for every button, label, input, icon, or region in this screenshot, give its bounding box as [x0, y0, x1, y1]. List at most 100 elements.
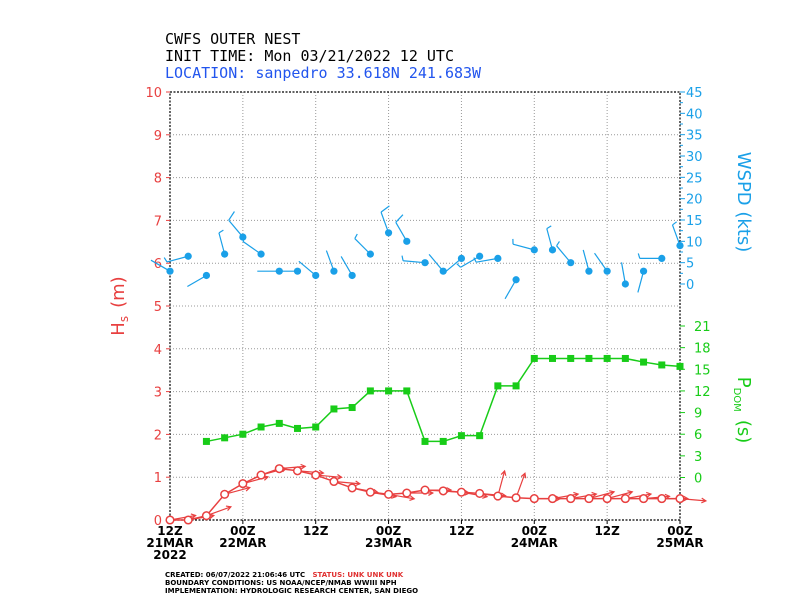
pdom-data-point [476, 432, 484, 440]
wspd-data-point [184, 252, 192, 260]
hs-tick-label: 5 [154, 300, 162, 315]
wspd-data-point [621, 280, 629, 288]
wind-barb-flag [380, 205, 390, 213]
pdom-axis-title-sub: DOM [731, 388, 742, 412]
hs-data-point [657, 494, 667, 504]
wspd-data-point [676, 242, 684, 250]
wspd-data-point [348, 271, 356, 280]
wind-barb-staff [428, 253, 444, 272]
x-tick-label: 00Z [376, 524, 402, 538]
chart-title: CWFS OUTER NEST [165, 30, 301, 48]
pdom-data-point [549, 354, 556, 362]
pdom-tick-label: 0 [694, 472, 702, 487]
wind-barb-staff [620, 262, 626, 285]
pdom-tick-label: 6 [694, 428, 702, 443]
wspd-data-point [239, 233, 247, 241]
pdom-data-point [676, 362, 684, 370]
hs-data-point [274, 464, 284, 474]
wind-barb-half-flag [456, 263, 462, 268]
hs-data-point [456, 487, 466, 497]
x-tick-date: 21MAR [146, 536, 193, 550]
pdom-data-point [385, 387, 393, 395]
hs-arrow-head [520, 472, 527, 479]
hs-arrow-head [244, 485, 251, 492]
wind-barb-staff [395, 221, 408, 242]
hs-arrow-head [300, 463, 307, 470]
wspd-data-point [494, 254, 502, 262]
pdom-axis-title-main: P [733, 377, 754, 388]
wind-barb-staff [354, 238, 371, 255]
x-tick-label: 12Z [594, 524, 620, 538]
hs-data-point [238, 479, 248, 489]
wind-barb-staff [380, 211, 390, 234]
wind-barb-staff [512, 243, 535, 251]
hs-data-point [201, 511, 211, 521]
wspd-data-point [548, 246, 557, 254]
pdom-data-point [403, 387, 411, 395]
wind-barb-half-flag [242, 236, 246, 242]
hs-arrow-head [627, 490, 634, 496]
location-prefix: LOCATION: [165, 64, 256, 82]
hs-arrow-head [646, 491, 653, 498]
hs-data-point [420, 485, 430, 495]
wspd-data-point [366, 250, 374, 258]
pdom-tick-label: 9 [694, 407, 702, 422]
wspd-data-point [567, 259, 575, 267]
pdom-series-line [206, 357, 681, 443]
wind-barb-half-flag [473, 257, 477, 263]
wspd-data-point [202, 271, 211, 280]
hs-data-point [402, 488, 412, 498]
pdom-data-point [221, 434, 229, 442]
wind-barb-staff [218, 232, 226, 255]
location-coords: 33.618N 241.683W [336, 64, 482, 82]
hs-axis-title-unit: (m) [108, 276, 129, 308]
wind-barb-staff [546, 228, 554, 251]
hs-arrow-head [609, 490, 616, 496]
hs-data-point [347, 483, 357, 493]
hs-tick-label: 2 [154, 428, 162, 443]
wspd-data-point [166, 267, 174, 275]
wspd-data-point [384, 229, 393, 237]
implementation-credit: IMPLEMENTATION: HYDROLOGIC RESEARCH CENT… [165, 587, 419, 595]
wspd-data-point [603, 267, 611, 275]
hs-data-point [566, 494, 576, 504]
wind-barb-staff [444, 257, 462, 274]
pdom-axis-title-unit: (s) [733, 420, 754, 443]
x-tick-label: 00Z [230, 524, 256, 538]
wind-barb-half-flag [546, 225, 552, 230]
wspd-data-point [257, 250, 265, 258]
location-line: LOCATION: sanpedro 33.618N 241.683W [165, 65, 481, 82]
wspd-data-point [312, 271, 320, 280]
hs-arrow-head [409, 495, 416, 502]
wspd-data-point [585, 267, 593, 275]
x-tick-label: 12Z [157, 524, 183, 538]
pdom-data-point [512, 382, 520, 390]
wspd-data-point [476, 252, 484, 260]
wspd-tick-label: 5 [686, 257, 694, 272]
hs-data-point [220, 489, 230, 499]
wind-barb-staff [166, 255, 189, 263]
wspd-data-point [457, 254, 466, 262]
pdom-tick-label: 18 [694, 342, 711, 357]
wind-barb-staff [671, 224, 681, 246]
x-tick-date: 22MAR [219, 536, 266, 550]
pdom-data-point [366, 387, 374, 395]
wspd-data-point [221, 250, 229, 258]
wind-barb-staff [403, 260, 426, 264]
pdom-data-point [567, 354, 575, 362]
hs-arrow-head [591, 491, 598, 498]
wind-barb-flag [395, 214, 404, 223]
wspd-data-point [658, 254, 666, 262]
hs-arrow-head [500, 469, 507, 476]
wspd-data-point [403, 237, 411, 245]
wind-barb-half-flag [401, 255, 404, 261]
hs-tick-label: 1 [154, 471, 162, 486]
hs-axis-title: Hs (m) [108, 276, 131, 335]
x-tick-date: 24MAR [511, 536, 558, 550]
pdom-data-point [530, 354, 538, 362]
wspd-tick-label: 35 [686, 129, 703, 144]
hs-data-point [584, 494, 594, 504]
status-text: STATUS: UNK UNK UNK [312, 571, 404, 579]
wind-barb-staff [504, 279, 517, 300]
